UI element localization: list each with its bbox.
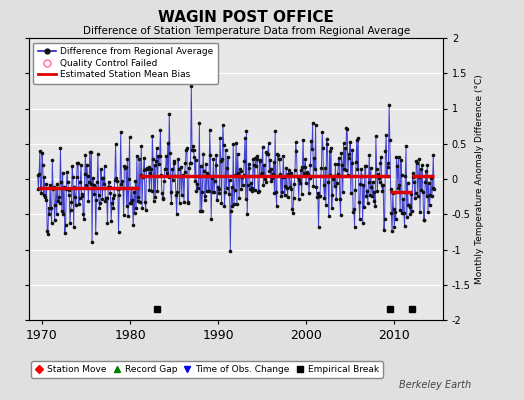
Legend: Station Move, Record Gap, Time of Obs. Change, Empirical Break: Station Move, Record Gap, Time of Obs. C… <box>31 361 383 378</box>
Text: Berkeley Earth: Berkeley Earth <box>399 380 472 390</box>
Text: Difference of Station Temperature Data from Regional Average: Difference of Station Temperature Data f… <box>83 26 410 36</box>
Text: WAGIN POST OFFICE: WAGIN POST OFFICE <box>158 10 334 25</box>
Y-axis label: Monthly Temperature Anomaly Difference (°C): Monthly Temperature Anomaly Difference (… <box>475 74 484 284</box>
